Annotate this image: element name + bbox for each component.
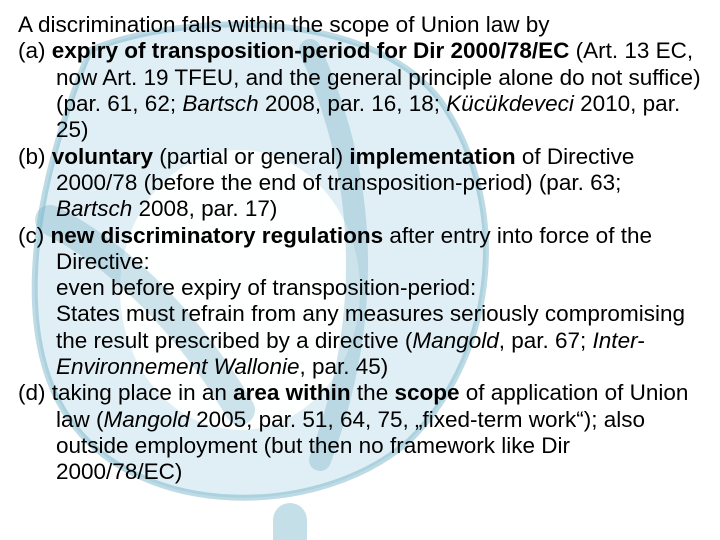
item-a-label: (a) [18, 38, 52, 63]
item-d-label: (d) [18, 380, 52, 405]
item-a-ital1: Bartsch [182, 91, 258, 116]
intro-line: A discrimination falls within the scope … [18, 12, 702, 38]
item-c-line3c: , par. 45) [299, 354, 388, 379]
item-a-bold1: expiry of transposition-period for Dir 2… [52, 38, 570, 63]
item-c-line2: even before expiry of transposition-peri… [56, 275, 476, 300]
item-d-pre: taking place in an [52, 380, 233, 405]
item-d-ital1: Mangold [104, 407, 190, 432]
item-d: (d) taking place in an area within the s… [18, 380, 702, 485]
item-a-rest2: 2008, par. 16, 18; [259, 91, 447, 116]
item-d-mid1: the [351, 380, 395, 405]
slide-text-block: A discrimination falls within the scope … [0, 0, 720, 498]
item-b: (b) voluntary (partial or general) imple… [18, 144, 702, 223]
item-c-bold1: new discriminatory regulations [51, 223, 384, 248]
item-d-bold1: area within [233, 380, 351, 405]
item-d-bold2: scope [394, 380, 459, 405]
item-a-ital2: Kücükdeveci [446, 91, 574, 116]
item-c: (c) new discriminatory regulations after… [18, 223, 702, 381]
item-c-ital1: Mangold [412, 328, 498, 353]
item-c-label: (c) [18, 223, 51, 248]
item-a: (a) expiry of transposition-period for D… [18, 38, 702, 143]
item-b-mid1: (partial or general) [153, 144, 349, 169]
item-b-bold2: implementation [349, 144, 515, 169]
item-b-label: (b) [18, 144, 52, 169]
item-b-ital1: Bartsch [56, 196, 132, 221]
item-b-rest2: 2008, par. 17) [132, 196, 277, 221]
item-b-bold1: voluntary [52, 144, 153, 169]
item-c-line3b: , par. 67; [499, 328, 593, 353]
